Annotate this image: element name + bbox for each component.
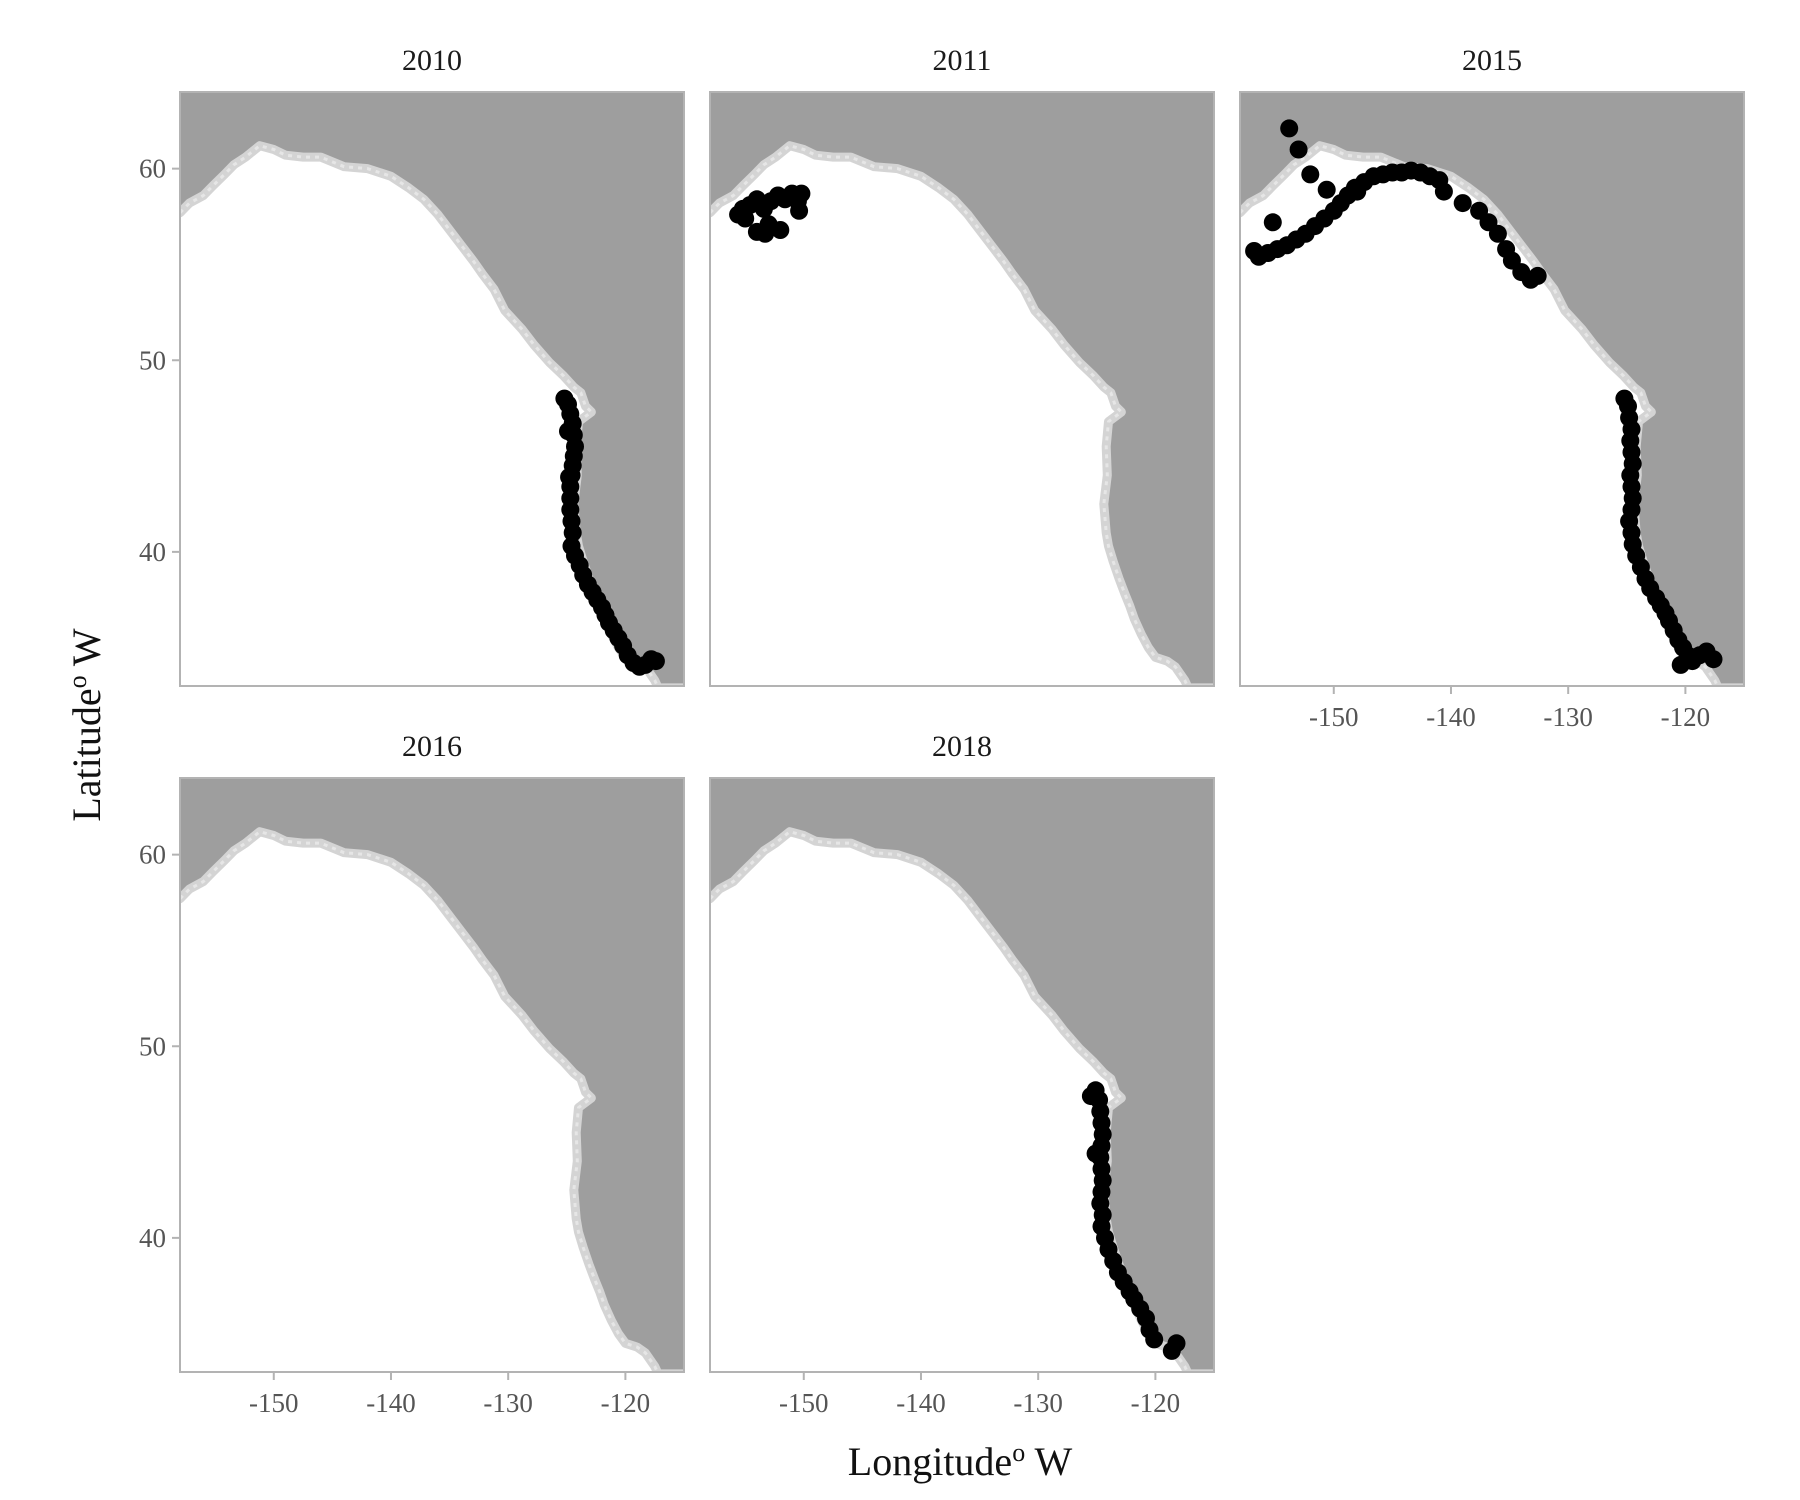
y-tick-label: 50: [139, 1031, 166, 1061]
x-tick-label: -140: [366, 1388, 416, 1418]
panel-2010: 2010 40 50 60: [139, 44, 685, 687]
panel-border: [179, 777, 685, 1373]
survey-point: [792, 184, 811, 203]
survey-point: [790, 201, 809, 220]
land-area: [710, 778, 1214, 1372]
panel-plot-area: [710, 778, 1214, 1372]
survey-point: [1167, 1334, 1186, 1353]
x-tick-label: -130: [1543, 702, 1593, 732]
survey-point: [1263, 213, 1282, 232]
survey-point: [1434, 182, 1453, 201]
land-area: [180, 778, 684, 1372]
survey-point: [1671, 655, 1690, 674]
y-tick-label: 60: [139, 840, 166, 870]
panel-border: [179, 91, 685, 687]
panel-plot-area: [180, 778, 684, 1372]
survey-point: [756, 224, 775, 243]
x-tick-label: -120: [1131, 1388, 1181, 1418]
survey-point: [1280, 119, 1299, 138]
land-area: [1240, 92, 1744, 686]
panel-border: [709, 777, 1215, 1373]
survey-point: [1086, 1144, 1105, 1163]
x-tick-label: -130: [483, 1388, 533, 1418]
x-tick-label: -120: [1661, 702, 1711, 732]
panel-border: [1239, 91, 1745, 687]
survey-point: [1301, 165, 1320, 184]
x-tick-label: -140: [1426, 702, 1476, 732]
panel-plot-area: [180, 92, 684, 686]
panel-title: 2015: [1462, 44, 1522, 77]
panel-plot-area: [710, 92, 1214, 686]
panel-title: 2010: [402, 44, 462, 77]
panel-title: 2011: [933, 44, 992, 77]
y-tick-label: 40: [139, 1223, 166, 1253]
survey-point: [1348, 182, 1367, 201]
panel-2016: 2016 40 50 60 -150 -140 -130 -120: [139, 730, 685, 1418]
panel-border: [709, 91, 1215, 687]
panels-layer: 2010 40 50 60 2011 2015 -150 -140 -130 -120 2016 40…: [139, 44, 1745, 1418]
survey-point: [559, 422, 577, 441]
survey-point: [1453, 194, 1472, 213]
panel-2018: 2018 -150 -140 -130 -120: [709, 730, 1215, 1418]
y-tick-label: 60: [139, 154, 166, 184]
y-axis-title: Latitudeo W: [63, 628, 110, 822]
y-tick-label: 40: [139, 537, 166, 567]
panel-title: 2016: [402, 730, 462, 763]
survey-point: [1289, 140, 1308, 159]
x-tick-label: -150: [779, 1388, 829, 1418]
survey-point: [1704, 650, 1723, 669]
x-tick-label: -150: [249, 1388, 299, 1418]
land-area: [710, 92, 1214, 686]
survey-point: [1317, 180, 1336, 199]
survey-point: [1488, 224, 1507, 243]
shelf-inner-line: [710, 144, 1189, 686]
survey-point: [1145, 1330, 1164, 1349]
survey-point: [736, 209, 755, 228]
x-axis-title: Longitudeo W: [848, 1438, 1073, 1485]
land-area: [180, 92, 684, 686]
survey-point: [563, 523, 582, 542]
x-tick-label: -150: [1309, 702, 1359, 732]
x-tick-label: -140: [896, 1388, 946, 1418]
x-tick-label: -130: [1013, 1388, 1063, 1418]
y-tick-label: 50: [139, 345, 166, 375]
panel-title: 2018: [932, 730, 992, 763]
panel-2015: 2015 -150 -140 -130 -120: [1239, 44, 1745, 732]
panel-2011: 2011: [709, 44, 1215, 687]
survey-point: [1528, 266, 1547, 285]
panel-plot-area: [1240, 92, 1744, 686]
survey-point: [646, 652, 665, 671]
shelf-inner-line: [180, 830, 659, 1372]
survey-point: [560, 468, 579, 487]
x-tick-label: -120: [601, 1388, 651, 1418]
survey-point: [1685, 648, 1704, 667]
